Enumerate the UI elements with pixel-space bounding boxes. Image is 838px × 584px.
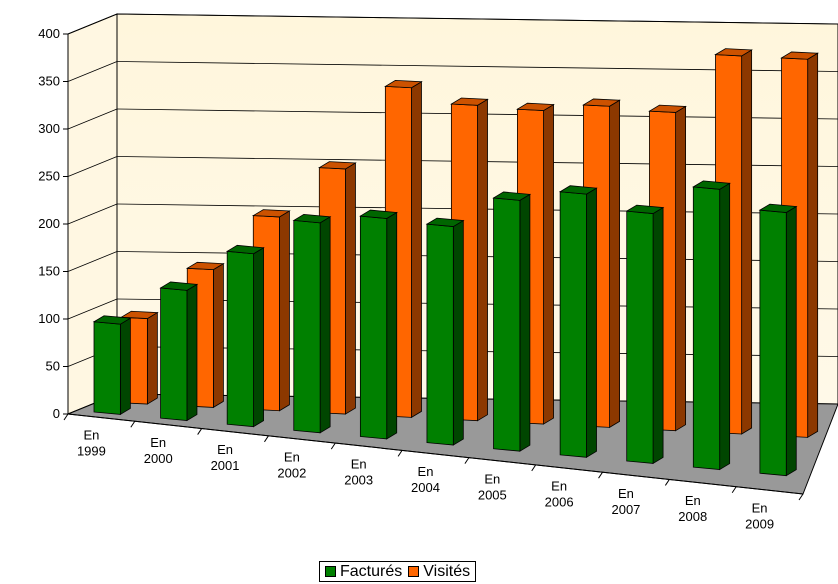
y-tick-label: 350 bbox=[38, 74, 60, 89]
legend-item-factures: Facturés bbox=[325, 563, 402, 581]
y-tick-label: 150 bbox=[38, 264, 60, 279]
y-tick-label: 250 bbox=[38, 169, 60, 184]
bar-factures bbox=[225, 244, 265, 428]
x-tick-mark bbox=[798, 493, 804, 501]
y-tick-label: 0 bbox=[53, 406, 60, 421]
bar-factures bbox=[159, 281, 199, 422]
legend-label-factures: Facturés bbox=[340, 562, 403, 580]
x-tick-mark bbox=[197, 428, 203, 435]
legend-label-visites: Visités bbox=[423, 562, 471, 580]
y-tick-label: 400 bbox=[38, 26, 60, 41]
x-tick-label: En 2004 bbox=[411, 464, 440, 495]
y-tick-label: 300 bbox=[38, 121, 60, 136]
bar-factures bbox=[492, 191, 532, 452]
legend-item-visites: Visités bbox=[408, 563, 470, 581]
x-tick-mark bbox=[664, 479, 670, 486]
bar-factures bbox=[625, 204, 665, 465]
x-tick-mark bbox=[397, 450, 403, 457]
x-tick-mark bbox=[330, 442, 336, 450]
y-tick-label: 200 bbox=[38, 216, 60, 231]
gridline-side bbox=[67, 13, 118, 35]
x-tick-label: En 1999 bbox=[77, 428, 106, 459]
gridline-side bbox=[67, 108, 118, 130]
x-axis-line bbox=[67, 413, 804, 495]
legend-swatch-factures bbox=[325, 566, 336, 577]
y-axis: 0 50 100 150 200 250 300 350 400 bbox=[38, 26, 69, 421]
bars bbox=[92, 48, 819, 477]
bar-factures bbox=[558, 185, 598, 459]
bar-factures bbox=[292, 214, 332, 434]
gridline-side bbox=[67, 203, 118, 225]
x-tick-label: En 2009 bbox=[745, 500, 774, 531]
bar-factures bbox=[92, 315, 132, 416]
x-tick-label: En 2003 bbox=[344, 457, 373, 488]
legend: Facturés Visités bbox=[319, 561, 477, 582]
x-tick-label: En 2000 bbox=[144, 435, 173, 466]
x-tick-mark bbox=[731, 486, 737, 494]
x-tick-mark bbox=[130, 420, 136, 428]
x-tick-mark bbox=[63, 413, 69, 421]
legend-swatch-visites bbox=[408, 566, 420, 577]
x-tick-label: En 2005 bbox=[478, 471, 507, 502]
x-tick-label: En 2001 bbox=[211, 442, 240, 473]
gridline-side bbox=[67, 251, 118, 272]
x-tick-mark bbox=[531, 464, 537, 472]
x-tick-label: En 2008 bbox=[678, 493, 707, 524]
y-tick-label: 50 bbox=[46, 359, 60, 374]
bar-factures bbox=[692, 180, 731, 471]
gridline-side bbox=[67, 156, 118, 177]
y-tick-label: 100 bbox=[38, 311, 60, 326]
bar-factures bbox=[359, 209, 398, 440]
gridline-back bbox=[116, 13, 838, 25]
bar-factures bbox=[425, 217, 465, 446]
x-tick-mark bbox=[598, 471, 603, 479]
x-tick-label: En 2006 bbox=[545, 479, 574, 510]
gridline-side bbox=[67, 61, 118, 82]
x-axis-labels: En 1999 En 2000 En 2001 En 2002 En 2003 En 2004 En 20… bbox=[63, 413, 804, 531]
chart: 0 50 100 150 200 250 300 350 400 En 1999 En 2000 En 2… bbox=[38, 13, 838, 531]
bar-factures bbox=[758, 203, 798, 477]
x-tick-mark bbox=[464, 457, 470, 464]
x-tick-label: En 2002 bbox=[277, 449, 306, 480]
gridline-side bbox=[67, 298, 118, 320]
x-tick-label: En 2007 bbox=[611, 486, 640, 517]
x-tick-mark bbox=[264, 435, 269, 443]
